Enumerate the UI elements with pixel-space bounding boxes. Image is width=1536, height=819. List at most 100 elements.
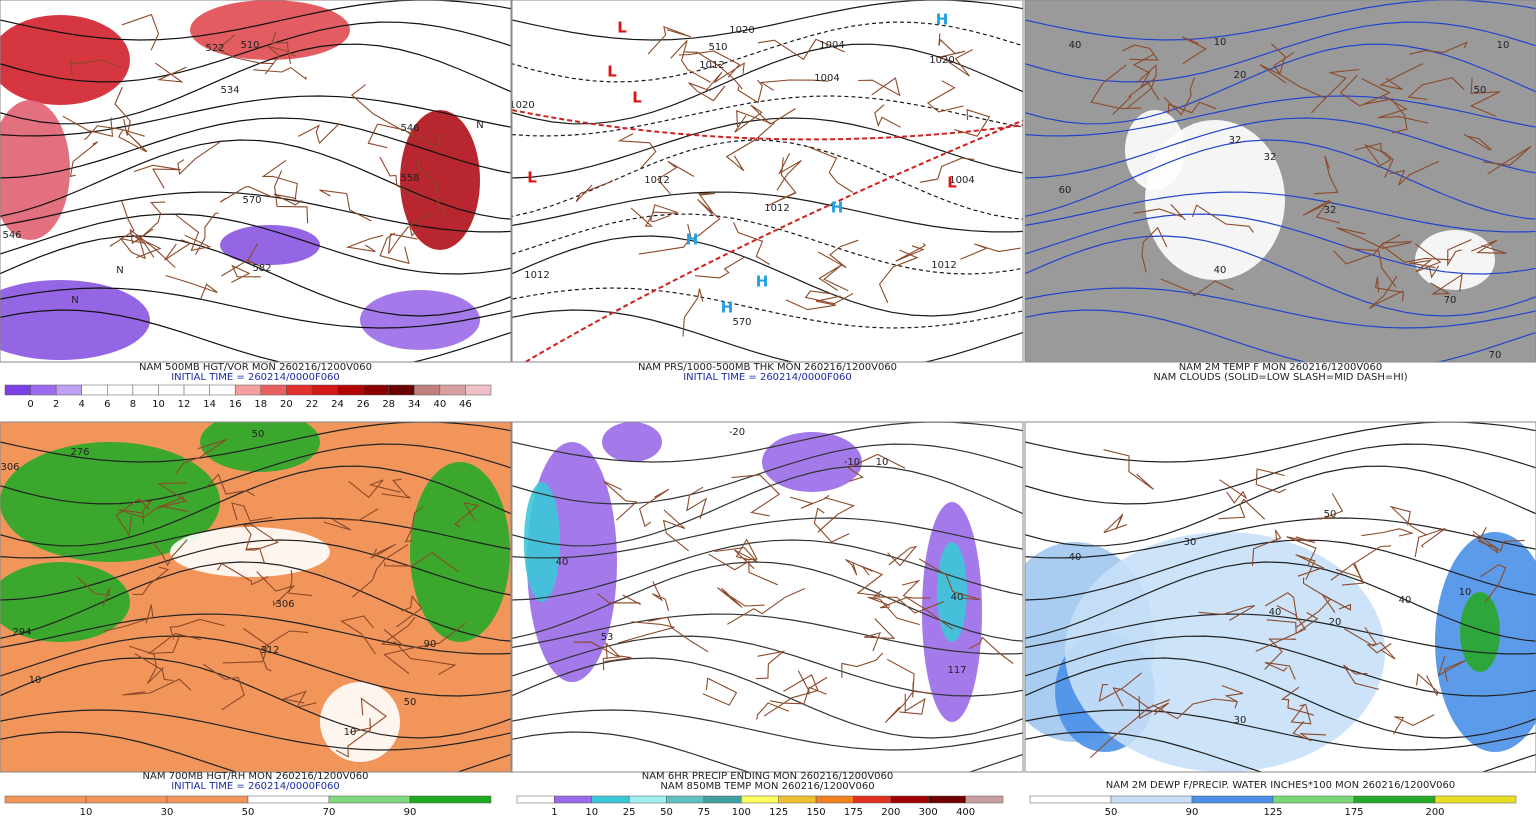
- legend-label: 400: [956, 807, 975, 818]
- border-line: [62, 115, 114, 138]
- border-line: [1259, 64, 1327, 100]
- border-line: [694, 256, 745, 279]
- border-line: [895, 242, 926, 262]
- border-line: [1379, 234, 1452, 263]
- contour-label: 20: [1329, 617, 1342, 628]
- shaded-area: [220, 225, 320, 265]
- contour-label: 10: [1497, 40, 1510, 51]
- caption: NAM 2M DEWP F/PRECIP. WATER INCHES*100 M…: [1106, 780, 1456, 791]
- map-panel: 40 10 53 40 117 -20 -10 NAM 6HR PRECIP ENDING M…: [511, 421, 1024, 818]
- border-line: [1290, 703, 1312, 725]
- pressure-center: L: [632, 89, 642, 107]
- contour-line: [0, 561, 511, 642]
- border-line: [926, 80, 964, 113]
- contour-label: 40: [1399, 595, 1412, 606]
- border-line: [1126, 63, 1157, 109]
- caption: INITIAL TIME = 260214/0000F060: [171, 372, 340, 383]
- caption: NAM 500MB HGT/VOR MON 260216/1200V060: [139, 362, 372, 373]
- legend-label: 14: [203, 399, 216, 410]
- border-line: [351, 543, 409, 598]
- border-line: [404, 506, 424, 543]
- border-line: [757, 38, 846, 61]
- contour-label: N: [71, 295, 78, 306]
- border-line: [1163, 77, 1196, 116]
- contour-label: 40: [1069, 40, 1082, 51]
- contour-line: [1025, 731, 1536, 772]
- border-line: [797, 670, 828, 695]
- contour-label: 60: [1059, 185, 1072, 196]
- contour-label: 70: [1489, 350, 1502, 361]
- map-panel: 40 10 20 32 32 32 50 70 60 40 10 70 NAM 2M TEMP F MO…: [1024, 0, 1536, 383]
- map-area: 306 276 294 306 312 50 10 90 50 10: [0, 422, 511, 772]
- border-line: [1098, 672, 1142, 702]
- border-line: [1368, 275, 1404, 309]
- caption: INITIAL TIME = 260214/0000F060: [171, 781, 340, 792]
- contour-line: [1025, 709, 1536, 751]
- legend-swatch: [516, 795, 555, 804]
- border-line: [678, 50, 741, 78]
- border-line: [597, 593, 642, 605]
- border-line: [817, 239, 859, 269]
- contour-label: 10: [876, 457, 889, 468]
- border-line: [335, 718, 371, 758]
- contour-label: 10: [29, 675, 42, 686]
- border-line: [785, 295, 841, 311]
- border-line: [1152, 698, 1237, 720]
- map-frame: [1024, 0, 1536, 363]
- contour-label: 40: [951, 592, 964, 603]
- border-line: [603, 480, 638, 521]
- border-line: [858, 77, 901, 97]
- contour-label: 1020: [929, 55, 954, 66]
- border-line: [887, 545, 918, 567]
- border-line: [714, 547, 758, 570]
- border-line: [1407, 77, 1465, 101]
- legend-swatch: [85, 795, 168, 804]
- map-area: 40 10 20 32 32 32 50 70 60 40 10 70: [1025, 0, 1536, 362]
- legend-swatch: [166, 795, 249, 804]
- border-line: [575, 179, 613, 203]
- contour-label: 40: [1214, 265, 1227, 276]
- legend-swatch: [890, 795, 929, 804]
- border-line: [1255, 468, 1287, 494]
- contour-line: [0, 731, 511, 772]
- border-line: [381, 478, 411, 499]
- legend-label: 18: [254, 399, 267, 410]
- map-panel: 40 30 50 40 30 20 40 10 NAM 2M DEWP F/PRECIP. WA…: [1024, 421, 1536, 818]
- contour-line: [1025, 95, 1536, 137]
- contour-label: 90: [424, 639, 437, 650]
- legend-label: 50: [660, 807, 673, 818]
- border-line: [804, 290, 854, 305]
- legend-label: 26: [357, 399, 370, 410]
- border-line: [769, 686, 827, 705]
- legend-label: 75: [698, 807, 711, 818]
- contour-label: 534: [220, 85, 239, 96]
- border-line: [1333, 241, 1413, 265]
- border-line: [1302, 199, 1341, 224]
- border-line: [954, 109, 991, 137]
- border-line: [638, 488, 670, 528]
- contour-label: 40: [556, 557, 569, 568]
- contour-line: [0, 443, 511, 505]
- contour-line: [1025, 139, 1536, 220]
- border-line: [1264, 638, 1297, 670]
- contour-label: 558: [400, 173, 419, 184]
- border-line: [1330, 562, 1364, 583]
- border-line: [383, 622, 466, 675]
- legend-swatch: [81, 384, 108, 396]
- border-line: [393, 640, 457, 676]
- border-line: [690, 198, 721, 240]
- border-line: [1336, 227, 1411, 249]
- legend-swatch: [965, 795, 1004, 804]
- legend-swatch: [388, 384, 415, 396]
- shaded-area: [0, 442, 220, 562]
- contour-label: 70: [1444, 295, 1457, 306]
- shaded-area: [1065, 532, 1385, 772]
- border-line: [638, 224, 692, 255]
- legend-swatch: [1353, 795, 1436, 804]
- border-line: [863, 618, 896, 652]
- border-line: [1314, 155, 1339, 195]
- contour-line: [0, 235, 511, 317]
- border-line: [132, 566, 170, 596]
- border-line: [219, 186, 273, 203]
- border-line: [807, 146, 854, 193]
